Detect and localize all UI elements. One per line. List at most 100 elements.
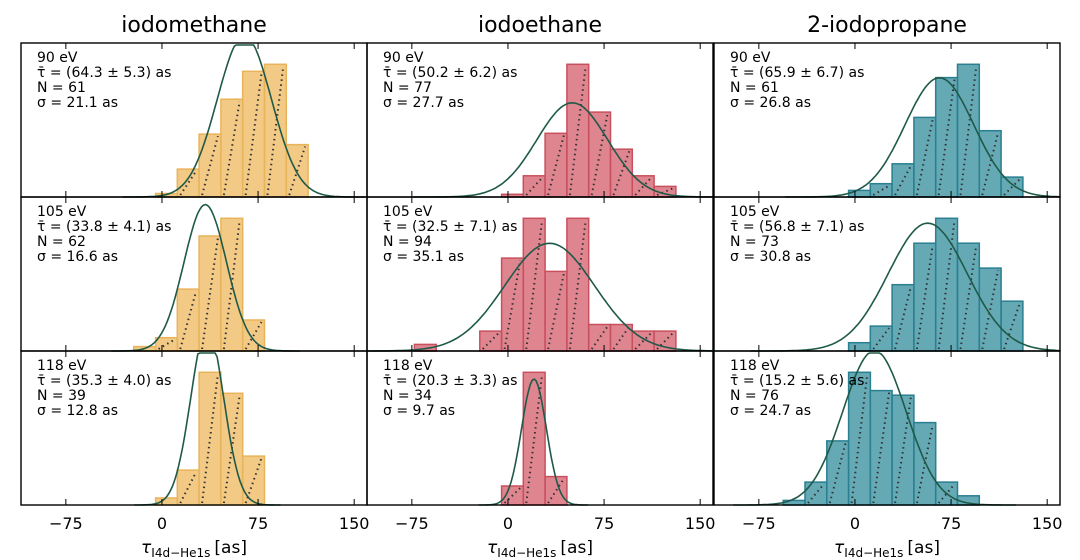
sigma-label: σ = 16.6 as [37,249,118,265]
sigma-label: σ = 9.7 as [383,403,455,419]
x-axis-title: τI4d−He1s [as] [487,538,593,560]
sigma-label: σ = 21.1 as [37,95,118,111]
measurement-trace [894,286,912,350]
histogram-bar [176,168,200,198]
gaussian-fit-line [111,203,300,352]
x-axis-title-unit: [as] [214,538,247,558]
measurement-trace [894,165,912,196]
x-axis-title: τI4d−He1s [as] [141,538,247,560]
x-axis-2: −75 0 75 150 τI4d−He1s [as] [742,514,1062,560]
x-tick-label: 75 [594,514,614,533]
column-title-0: iodomethane [121,13,267,38]
x-tick-label: 0 [850,514,860,533]
mean-delay-label: τ̄ = (64.3 ± 5.3) as [37,65,171,81]
measurement-trace [288,146,307,196]
gaussian-fit-line [413,101,713,198]
x-axis-title-unit: [as] [560,538,593,558]
x-axis-0: −75 0 75 150 τI4d−He1s [as] [49,514,369,560]
histogram-bar [220,98,244,198]
measurement-trace [807,483,825,504]
histogram-bar [847,371,872,506]
histogram-bar [609,148,634,198]
count-label: N = 39 [37,388,86,404]
x-axis-title: τI4d−He1s [as] [834,538,940,560]
gaussian-fit-line [750,222,1060,352]
column-title-2: 2-iodopropane [807,13,967,38]
histogram-bar [847,341,872,352]
measurement-trace [872,392,891,504]
histogram-bar [891,283,915,352]
panel-frame [713,350,1061,506]
mean-delay-label: τ̄ = (35.3 ± 4.0) as [37,373,171,389]
gaussian-fit-line [785,76,1060,198]
mean-delay-label: τ̄ = (50.2 ± 6.2) as [383,65,517,81]
count-label: N = 62 [37,234,86,250]
energy-label: 105 eV [37,204,87,220]
measurement-trace [179,290,198,350]
x-axis-title-symbol: τ [487,538,498,558]
x-tick-label: −75 [49,514,83,533]
histogram-bar [198,371,222,506]
histogram-bar [978,129,1002,198]
x-tick-label: 0 [157,514,167,533]
energy-label: 118 eV [383,358,433,374]
measurement-trace [244,321,263,350]
panel-frame [366,350,714,506]
measurement-trace [201,135,219,196]
x-axis-title-subscript: I4d−He1s [151,546,210,560]
panel-1: 90 eVτ̄ = (50.2 ± 6.2) asN = 77σ = 27.7 … [366,42,714,198]
energy-label: 90 eV [383,50,424,66]
measurement-trace [503,487,521,504]
sigma-label: σ = 24.7 as [730,403,811,419]
count-label: N = 34 [383,388,432,404]
x-axis-title-subscript: I4d−He1s [844,546,903,560]
panel-7: 118 eVτ̄ = (20.3 ± 3.3) asN = 34σ = 9.7 … [366,350,714,506]
gaussian-fit-line [478,378,589,506]
count-label: N = 77 [383,80,432,96]
panel-2: 90 eVτ̄ = (65.9 ± 6.7) asN = 61σ = 26.8 … [713,42,1061,198]
count-label: N = 94 [383,234,432,250]
histogram-bar [891,394,915,506]
energy-label: 105 eV [730,204,780,220]
histogram-bar [869,325,893,352]
mean-delay-label: τ̄ = (56.8 ± 7.1) as [730,219,864,235]
measurement-trace [503,259,522,350]
gaussian-fit-line [367,242,714,352]
x-tick-label: 150 [339,514,370,533]
panel-6: 118 eVτ̄ = (35.3 ± 4.0) asN = 39σ = 12.8… [20,350,368,506]
mean-delay-label: τ̄ = (20.3 ± 3.3) as [383,373,517,389]
histogram-bar [522,371,546,506]
energy-label: 90 eV [730,50,771,66]
count-label: N = 76 [730,388,779,404]
mean-delay-label: τ̄ = (15.2 ± 5.6) as [730,373,864,389]
measurement-trace [547,135,565,196]
measurement-trace [158,338,175,350]
sigma-label: σ = 30.8 as [730,249,811,265]
energy-label: 118 eV [37,358,87,374]
measurement-trace [872,184,890,196]
measurement-trace [179,471,197,504]
measurement-trace [482,332,500,350]
histogram-bar [934,76,959,198]
measurement-trace [1003,302,1021,350]
mean-delay-label: τ̄ = (65.9 ± 6.7) as [730,65,864,81]
measurement-trace [981,269,1000,350]
column-title-1: iodoethane [478,13,602,38]
panel-4: 105 eVτ̄ = (32.5 ± 7.1) asN = 94σ = 35.1… [366,196,714,352]
x-tick-label: 150 [1032,514,1063,533]
measurement-trace [1003,178,1021,196]
histogram-bar [891,163,915,198]
histogram-bar [1000,300,1024,352]
histogram-bar [544,270,568,352]
panel-3: 105 eVτ̄ = (33.8 ± 4.1) asN = 62σ = 16.6… [20,196,368,352]
x-axis-title-symbol: τ [141,538,152,558]
measurement-trace [656,332,674,350]
measurement-trace [590,113,609,196]
mean-delay-label: τ̄ = (33.8 ± 4.1) as [37,219,171,235]
sigma-label: σ = 12.8 as [37,403,118,419]
measurement-trace [634,332,652,350]
histogram-bar [154,497,179,506]
histogram-bar [913,421,937,506]
